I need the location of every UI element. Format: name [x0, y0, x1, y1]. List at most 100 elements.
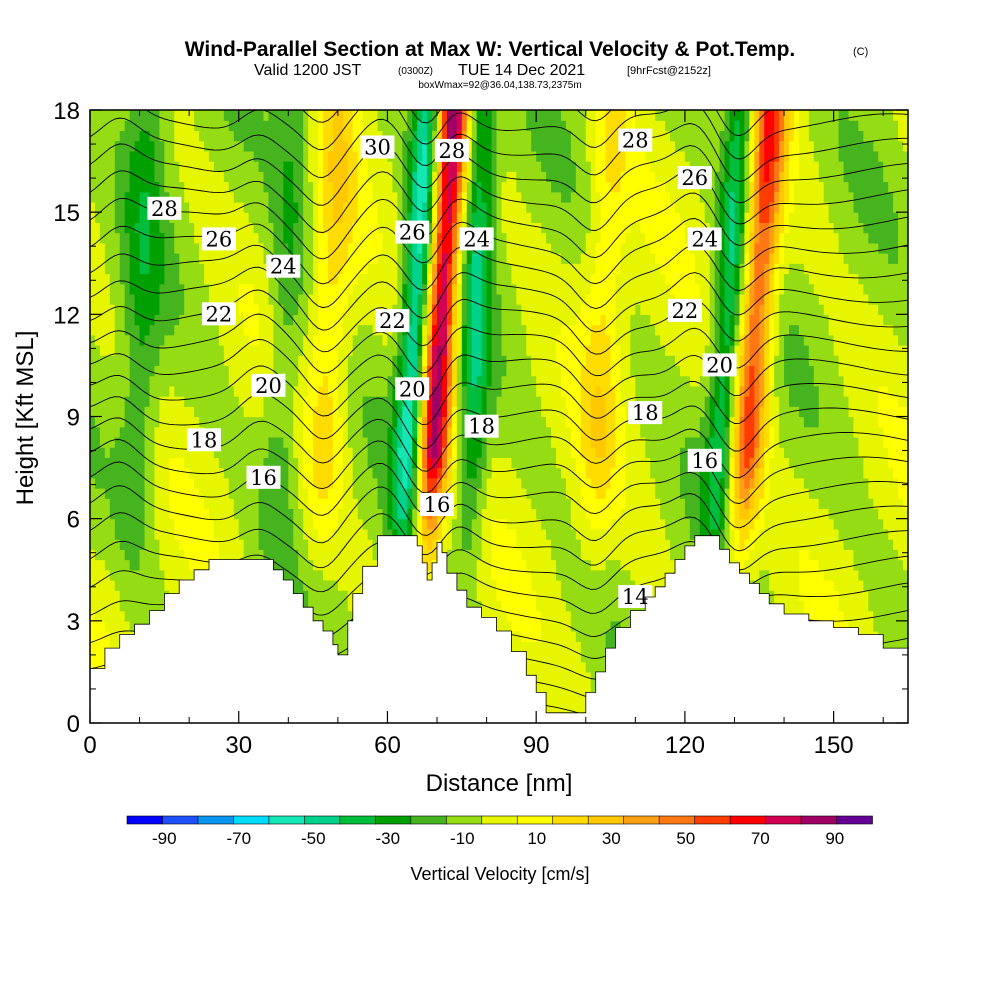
velocity-cell	[273, 365, 279, 377]
velocity-cell	[466, 375, 473, 387]
velocity-cell	[342, 222, 349, 234]
velocity-cell	[243, 426, 250, 438]
velocity-cell	[273, 242, 279, 254]
velocity-cell	[184, 120, 190, 132]
velocity-cell	[238, 406, 245, 418]
velocity-cell	[114, 120, 121, 132]
velocity-cell	[313, 130, 319, 142]
velocity-cell	[471, 447, 478, 458]
velocity-cell	[308, 130, 314, 142]
velocity-cell	[104, 488, 111, 499]
velocity-cell	[293, 242, 299, 254]
velocity-cell	[109, 140, 116, 152]
velocity-cell	[308, 569, 314, 581]
velocity-cell	[134, 232, 141, 244]
velocity-cell	[248, 539, 255, 550]
velocity-cell	[208, 365, 215, 377]
velocity-cell	[437, 365, 443, 377]
velocity-cell	[417, 314, 423, 326]
velocity-cell	[104, 191, 111, 203]
velocity-cell	[466, 518, 473, 530]
velocity-cell	[263, 293, 270, 305]
velocity-cell	[164, 283, 170, 295]
velocity-cell	[293, 110, 299, 121]
velocity-cell	[144, 344, 151, 356]
velocity-cell	[332, 110, 339, 121]
velocity-cell	[382, 498, 389, 510]
velocity-cell	[90, 559, 96, 571]
velocity-cell	[283, 344, 289, 356]
velocity-cell	[308, 457, 314, 469]
velocity-cell	[382, 161, 389, 172]
velocity-cell	[308, 600, 314, 612]
velocity-cell	[169, 539, 175, 550]
velocity-cell	[263, 140, 270, 152]
velocity-cell	[372, 508, 379, 520]
velocity-cell	[357, 130, 364, 142]
velocity-cell	[238, 181, 245, 193]
velocity-cell	[466, 161, 473, 172]
velocity-cell	[466, 447, 473, 458]
velocity-cell	[134, 539, 141, 550]
velocity-cell	[303, 334, 309, 346]
velocity-cell	[427, 436, 433, 448]
velocity-cell	[308, 559, 314, 571]
velocity-cell	[337, 293, 344, 305]
velocity-cell	[253, 140, 260, 152]
velocity-cell	[332, 600, 339, 612]
velocity-cell	[441, 161, 448, 172]
velocity-cell	[119, 161, 126, 172]
velocity-cell	[327, 253, 334, 264]
velocity-cell	[382, 477, 389, 489]
velocity-cell	[332, 406, 339, 418]
velocity-cell	[446, 232, 453, 244]
velocity-cell	[114, 191, 121, 203]
velocity-cell	[208, 375, 215, 387]
velocity-cell	[352, 283, 359, 295]
velocity-cell	[347, 120, 354, 132]
velocity-cell	[476, 569, 483, 581]
velocity-cell	[298, 140, 304, 152]
velocity-cell	[337, 212, 344, 223]
velocity-cell	[223, 436, 230, 448]
velocity-cell	[456, 201, 463, 213]
velocity-cell	[124, 232, 131, 244]
velocity-cell	[313, 263, 319, 275]
velocity-cell	[273, 110, 279, 121]
velocity-cell	[144, 355, 151, 367]
velocity-cell	[134, 365, 141, 377]
velocity-cell	[332, 518, 339, 530]
velocity-cell	[422, 426, 428, 438]
velocity-cell	[194, 488, 200, 499]
velocity-cell	[362, 283, 369, 295]
velocity-cell	[318, 191, 324, 203]
velocity-cell	[104, 518, 111, 530]
velocity-cell	[90, 242, 96, 254]
velocity-cell	[372, 457, 379, 469]
velocity-cell	[308, 488, 314, 499]
velocity-cell	[243, 385, 250, 397]
velocity-cell	[233, 396, 240, 407]
velocity-cell	[486, 140, 493, 152]
velocity-cell	[233, 426, 240, 438]
velocity-cell	[323, 498, 329, 510]
velocity-cell	[258, 171, 265, 183]
velocity-cell	[303, 365, 309, 377]
velocity-cell	[90, 457, 96, 469]
velocity-cell	[318, 324, 324, 336]
velocity-cell	[233, 212, 240, 223]
velocity-cell	[392, 110, 398, 121]
velocity-cell	[422, 539, 428, 550]
velocity-cell	[342, 191, 349, 203]
velocity-cell	[362, 273, 369, 285]
velocity-cell	[486, 488, 493, 499]
velocity-cell	[169, 161, 175, 172]
velocity-cell	[99, 355, 106, 367]
velocity-cell	[243, 253, 250, 264]
velocity-cell	[456, 253, 463, 264]
velocity-cell	[223, 498, 230, 510]
velocity-cell	[119, 232, 126, 244]
velocity-cell	[407, 242, 413, 254]
velocity-cell	[139, 191, 146, 203]
velocity-cell	[94, 171, 101, 183]
